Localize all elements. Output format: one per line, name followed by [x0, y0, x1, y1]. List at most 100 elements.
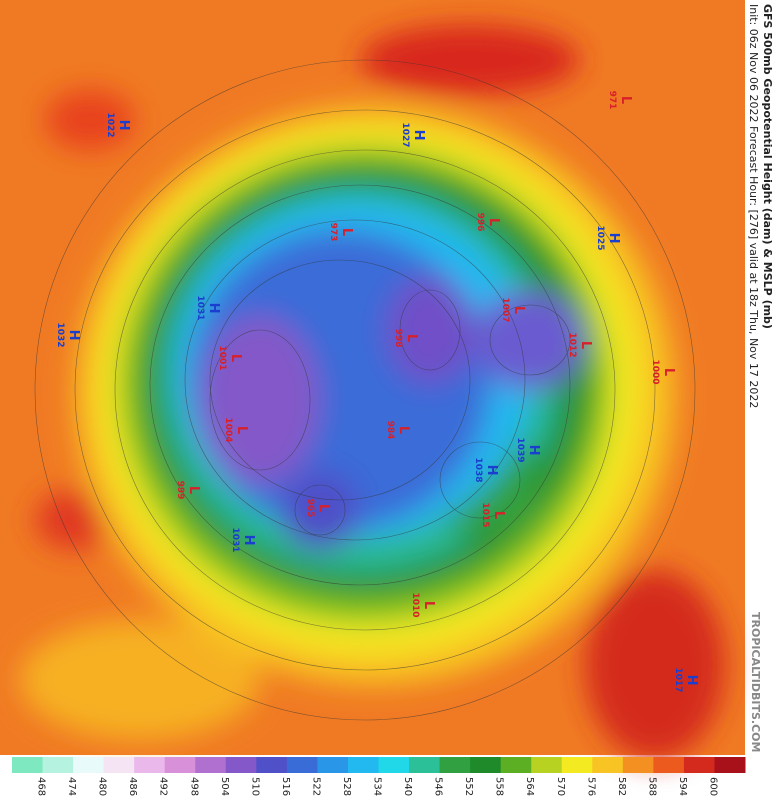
center-letter: H [66, 330, 81, 341]
colorbar-label: 582 [616, 777, 627, 796]
center-pressure: 1032 [55, 322, 65, 347]
center-pressure: 1025 [595, 225, 605, 250]
center-letter: L [228, 354, 243, 362]
colorbar-label: 492 [158, 777, 169, 796]
colorbar-cell [134, 757, 166, 773]
center-letter: L [618, 96, 633, 104]
colorbar-cell [653, 757, 685, 773]
colorbar-label: 522 [310, 777, 321, 796]
colorbar-cell [470, 757, 502, 773]
colorbar-cell [531, 757, 563, 773]
center-letter: H [606, 233, 621, 244]
center-letter: L [486, 218, 501, 226]
colorbar-cell [317, 757, 349, 773]
center-pressure: 971 [607, 91, 617, 110]
watermark: TROPICALTIDBITS.COM [749, 612, 762, 752]
colorbar-cell [378, 757, 410, 773]
center-pressure: 1000 [650, 359, 660, 384]
colorbar-cell [12, 757, 44, 773]
colorbar-label: 594 [677, 777, 688, 796]
colorbar: 468 474 480 486 492 498 504 510 516 522 528 534 540 5… [12, 757, 746, 796]
center-letter: L [421, 601, 436, 609]
center-letter: L [661, 368, 676, 376]
colorbar-cell [42, 757, 74, 773]
center-pressure: 996 [475, 213, 485, 232]
colorbar-label: 552 [463, 777, 474, 796]
center-letter: H [484, 465, 499, 476]
colorbar-cell [622, 757, 654, 773]
colorbar-cell [592, 757, 624, 773]
center-letter: L [578, 341, 593, 349]
colorbar-label: 588 [646, 777, 657, 796]
colorbar-label: 534 [372, 777, 383, 796]
colorbar-label: 480 [97, 777, 108, 796]
colorbar-label: 600 [707, 777, 718, 796]
center-pressure: 984 [385, 421, 395, 440]
colorbar-cell [286, 757, 318, 773]
center-pressure: 998 [393, 329, 403, 348]
map-subtitle: Init: 06z Nov 06 2022 Forecast Hour: [27… [747, 4, 760, 408]
center-pressure: 999 [175, 481, 185, 500]
center-letter: H [116, 120, 131, 131]
center-letter: L [339, 228, 354, 236]
center-pressure: 1017 [673, 667, 683, 692]
colorbar-label: 576 [585, 777, 596, 796]
center-letter: H [411, 130, 426, 141]
center-letter: L [396, 426, 411, 434]
center-pressure: 1039 [515, 437, 525, 462]
colorbar-cell [73, 757, 105, 773]
colorbar-cell [439, 757, 471, 773]
colorbar-label: 474 [66, 777, 77, 796]
center-pressure: 1031 [195, 295, 205, 320]
center-letter: L [316, 504, 331, 512]
colorbar-label: 504 [219, 777, 230, 796]
colorbar-label: 468 [36, 777, 47, 796]
center-letter: L [511, 306, 526, 314]
center-pressure: 1031 [230, 527, 240, 552]
colorbar-label: 540 [402, 777, 413, 796]
map-title: GFS 500mb Geopotential Height (dam) & MS… [761, 4, 774, 329]
center-pressure: 1012 [567, 332, 577, 357]
colorbar-cell [500, 757, 532, 773]
center-letter: H [241, 535, 256, 546]
center-letter: H [684, 675, 699, 686]
center-pressure: 1038 [473, 457, 483, 482]
center-pressure: 1022 [105, 112, 115, 137]
colorbar-label: 516 [280, 777, 291, 796]
colorbar-label: 546 [433, 777, 444, 796]
colorbar-cell [256, 757, 288, 773]
colorbar-cell [409, 757, 441, 773]
colorbar-label: 498 [188, 777, 199, 796]
center-letter: H [526, 445, 541, 456]
colorbar-label: 570 [555, 777, 566, 796]
colorbar-cell [195, 757, 227, 773]
colorbar-cell [103, 757, 135, 773]
center-letter: L [404, 334, 419, 342]
colorbar-label: 486 [127, 777, 138, 796]
center-letter: L [186, 486, 201, 494]
colorbar-cell [561, 757, 593, 773]
colorbar-cell [164, 757, 196, 773]
center-pressure: 1007 [500, 297, 510, 322]
center-pressure: 1004 [223, 417, 233, 442]
map [0, 0, 745, 760]
center-letter: L [234, 426, 249, 434]
colorbar-label: 528 [341, 777, 352, 796]
center-letter: H [206, 303, 221, 314]
center-pressure: 1027 [400, 122, 410, 147]
colorbar-cell [347, 757, 379, 773]
center-pressure: 1001 [217, 345, 227, 370]
center-pressure: 1010 [410, 592, 420, 617]
colorbar-label: 558 [494, 777, 505, 796]
center-pressure: 973 [328, 223, 338, 242]
colorbar-cell [225, 757, 257, 773]
center-pressure: 965 [305, 499, 315, 518]
colorbar-cell [683, 757, 715, 773]
colorbar-label: 564 [524, 777, 535, 796]
colorbar-cell [714, 757, 746, 773]
center-letter: L [491, 511, 506, 519]
center-pressure: 1015 [480, 502, 490, 527]
colorbar-label: 510 [249, 777, 260, 796]
